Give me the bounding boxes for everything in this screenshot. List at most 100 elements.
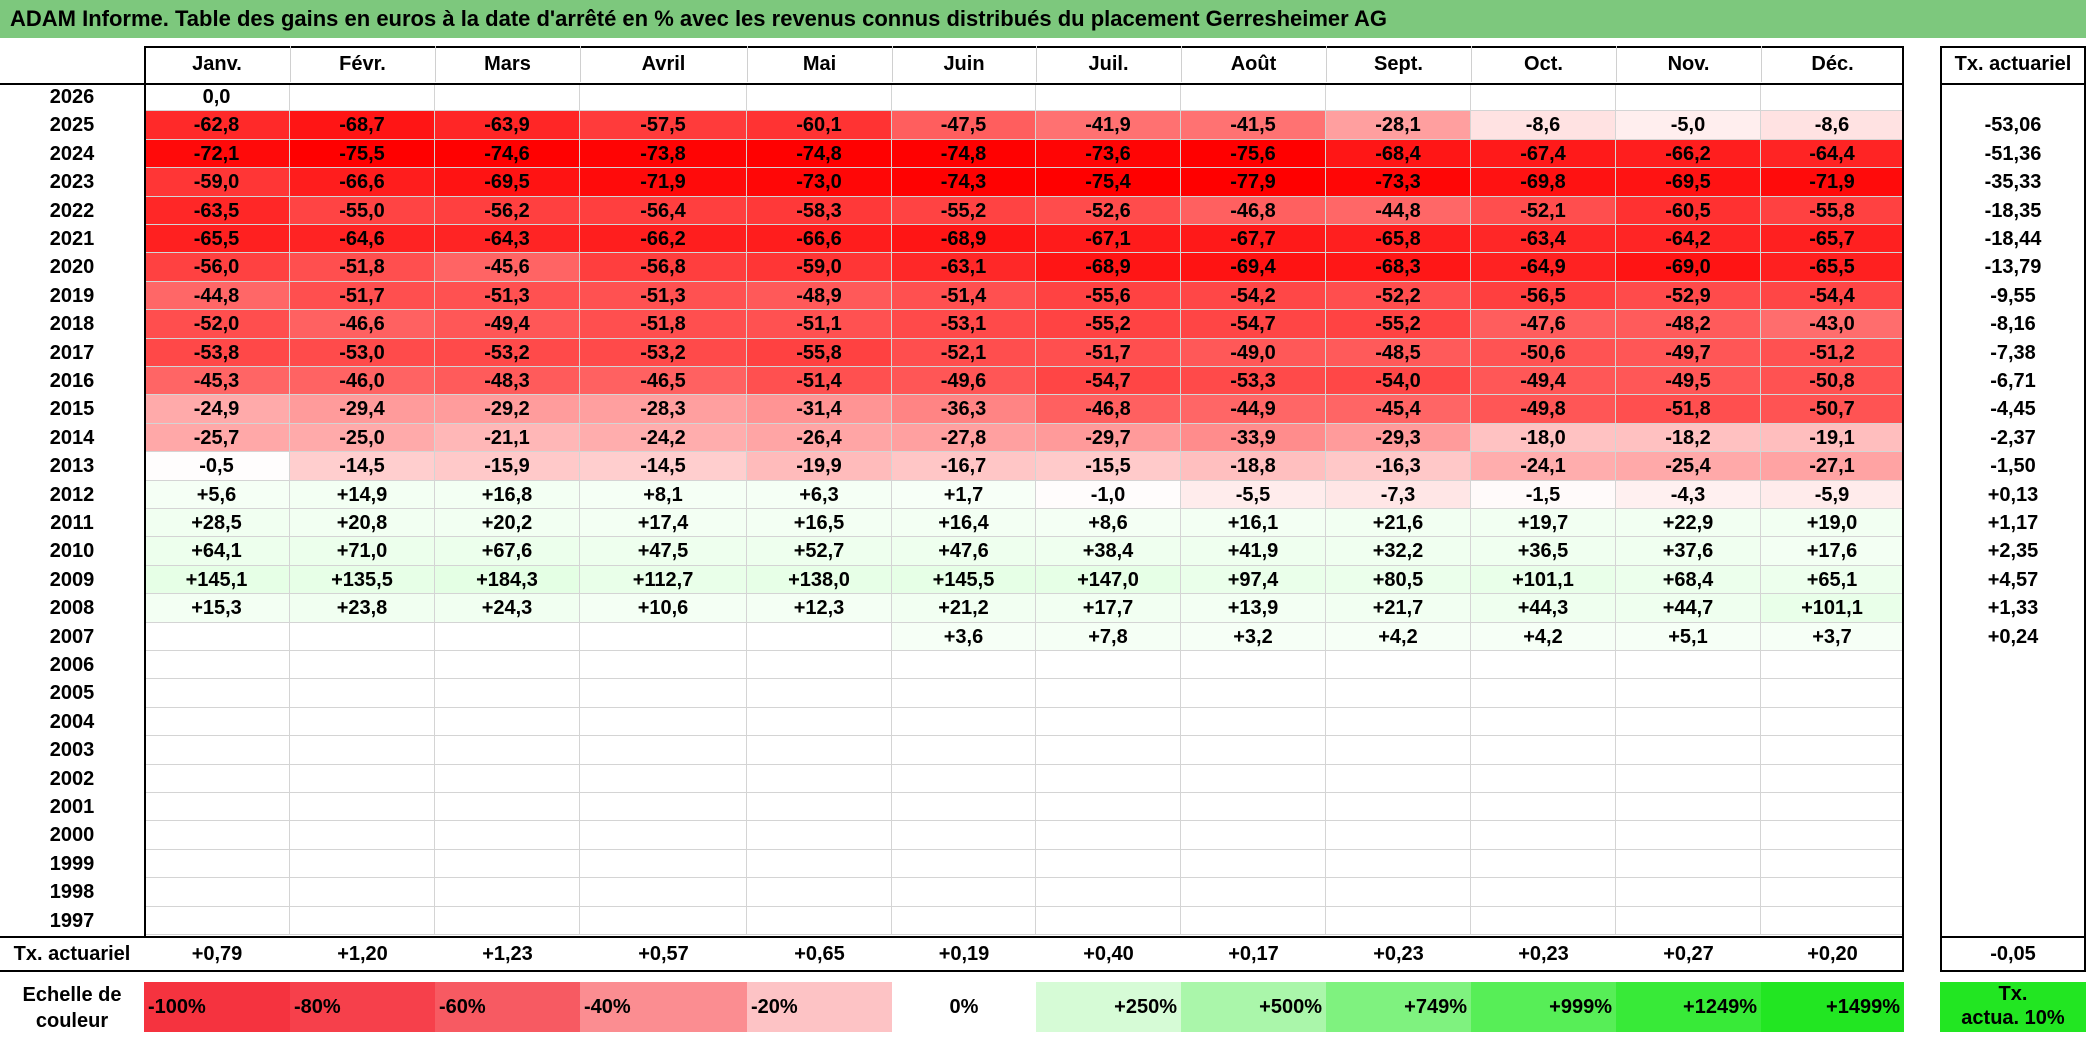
table-cell: -53,2 [435,338,580,367]
table-cell: +101,1 [1761,594,1904,623]
annual-header: Tx. actuariel [1954,53,2072,75]
table-cell [892,651,1036,680]
table-cell: -73,8 [580,139,747,169]
table-cell: -56,4 [580,196,747,225]
table-cell [1036,736,1181,765]
table-cell: -63,9 [435,111,580,140]
year-label: 2017 [49,341,95,364]
annual-rate-cell [1940,765,2086,793]
table-cell: -18,0 [1471,423,1616,453]
table-cell [1616,651,1761,680]
table-cell [1471,793,1616,822]
color-scale-swatch: +500% [1181,982,1326,1032]
table-cell: -66,6 [290,168,435,197]
footer-rate-cell: +1,20 [337,943,388,965]
table-cell: +64,1 [144,537,290,566]
year-label: 2000 [49,824,95,847]
table-cell [1181,736,1326,765]
table-cell [747,736,892,765]
table-cell [1326,83,1471,112]
table-cell: +21,2 [892,594,1036,623]
table-cell: +44,3 [1471,594,1616,623]
table-cell [747,707,892,737]
table-cell [747,878,892,907]
table-cell: -46,8 [1036,395,1181,424]
table-cell: +135,5 [290,565,435,595]
header-divider [892,46,893,82]
table-cell: +3,6 [892,622,1036,651]
table-cell: -26,4 [747,423,892,453]
table-cell: -66,6 [747,225,892,254]
table-cell [580,764,747,793]
table-cell: -66,2 [580,225,747,254]
table-cell: -65,7 [1761,225,1904,254]
table-cell: -28,3 [580,395,747,424]
table-cell: -51,2 [1761,338,1904,367]
annual-rate-cell: -53,06 [1984,114,2042,137]
table-cell: -48,3 [435,367,580,396]
table-cell: -46,0 [290,367,435,396]
table-cell: -18,2 [1616,423,1761,453]
table-cell: +17,7 [1036,594,1181,623]
annual-rate-cell: +0,24 [1987,625,2039,648]
table-border [0,936,1904,938]
table-cell [1181,707,1326,737]
table-cell: -65,5 [1761,253,1904,282]
table-cell: -45,3 [144,367,290,396]
table-cell: -52,2 [1326,281,1471,311]
table-cell: +97,4 [1181,565,1326,595]
table-cell: -5,9 [1761,480,1904,509]
year-label: 2007 [49,625,95,648]
table-cell: -53,0 [290,338,435,367]
table-cell: -53,1 [892,310,1036,339]
table-cell [892,906,1036,935]
table-cell: -63,1 [892,253,1036,282]
table-cell: -15,5 [1036,452,1181,481]
table-cell: +21,6 [1326,509,1471,538]
table-cell [435,793,580,822]
table-cell: -56,5 [1471,281,1616,311]
report-title: ADAM Informe. Table des gains en euros à… [0,0,2086,38]
table-cell [1181,764,1326,793]
table-cell: -51,8 [580,310,747,339]
table-cell: -52,0 [144,310,290,339]
table-cell [1471,906,1616,935]
table-cell [1326,736,1471,765]
table-cell [1036,849,1181,879]
table-cell: -60,1 [747,111,892,140]
table-cell: +184,3 [435,565,580,595]
table-cell: -46,5 [580,367,747,396]
table-cell: -65,8 [1326,225,1471,254]
annual-rate-cell: +1,17 [1987,512,2039,534]
table-cell: +16,5 [747,509,892,538]
header-divider [747,46,748,82]
annual-rate-cell: -6,71 [1990,370,2036,392]
table-cell: +145,5 [892,565,1036,595]
table-cell [892,821,1036,850]
table-cell: -59,0 [144,168,290,197]
annual-rate-cell [1940,793,2086,821]
table-cell: -55,2 [892,196,1036,225]
table-cell [1761,651,1904,680]
color-scale-label-line1: Echelle de [22,984,122,1006]
table-cell [1471,651,1616,680]
footer-rate-cell: +0,20 [1807,943,1858,965]
table-cell: -19,1 [1761,423,1904,453]
table-cell: -41,9 [1036,111,1181,140]
table-cell: +19,7 [1471,509,1616,538]
year-label: 2013 [49,455,95,478]
table-cell: -50,8 [1761,367,1904,396]
table-cell: -45,4 [1326,395,1471,424]
table-cell: -51,1 [747,310,892,339]
table-cell [435,764,580,793]
table-cell: -7,3 [1326,480,1471,509]
table-cell: -15,9 [435,452,580,481]
table-cell [1036,878,1181,907]
table-cell: -55,2 [1036,310,1181,339]
table-cell [580,736,747,765]
table-cell: -1,5 [1471,480,1616,509]
table-cell: +4,2 [1326,622,1471,651]
table-cell [1181,793,1326,822]
table-cell: -67,7 [1181,225,1326,254]
table-cell: +21,7 [1326,594,1471,623]
